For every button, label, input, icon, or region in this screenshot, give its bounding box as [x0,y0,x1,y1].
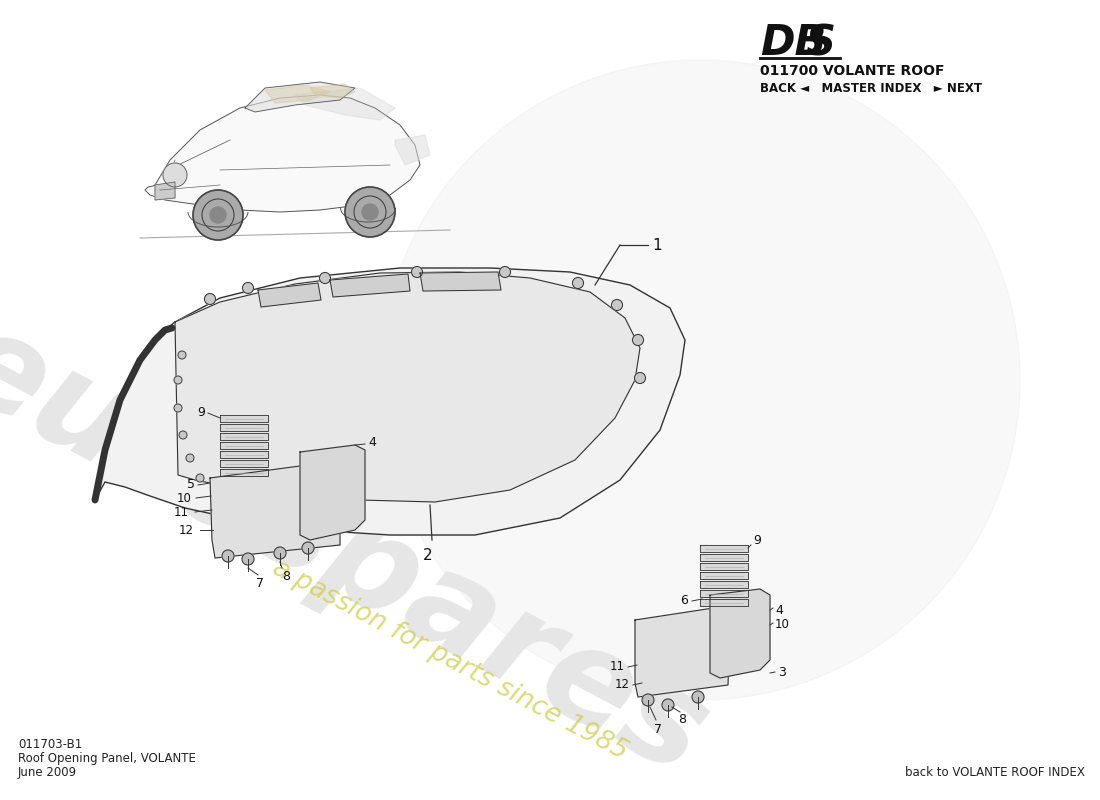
Circle shape [362,204,378,220]
Text: 12: 12 [179,523,194,537]
Circle shape [186,454,194,462]
Circle shape [499,266,510,278]
Circle shape [642,694,654,706]
Text: 3: 3 [778,666,785,679]
Text: BACK ◄   MASTER INDEX   ► NEXT: BACK ◄ MASTER INDEX ► NEXT [760,82,982,95]
Text: 1: 1 [652,238,661,253]
Text: 5: 5 [187,478,195,491]
Text: Roof Opening Panel, VOLANTE: Roof Opening Panel, VOLANTE [18,752,196,765]
Circle shape [379,60,1020,700]
Text: DB: DB [760,22,826,64]
Polygon shape [310,84,355,98]
Text: S: S [805,22,835,64]
Polygon shape [220,424,268,431]
Circle shape [692,691,704,703]
Polygon shape [700,590,748,597]
Polygon shape [700,572,748,579]
Text: 10: 10 [776,618,790,631]
Polygon shape [635,607,730,697]
Polygon shape [700,563,748,570]
Text: 4: 4 [368,437,376,450]
Circle shape [319,273,330,283]
Circle shape [662,699,674,711]
Text: 6: 6 [680,594,688,606]
Polygon shape [420,272,500,291]
Text: 011703-B1: 011703-B1 [18,738,82,751]
Circle shape [242,282,253,294]
Circle shape [242,553,254,565]
Polygon shape [295,88,395,120]
Text: 9: 9 [197,406,205,418]
Circle shape [572,278,583,289]
Polygon shape [700,554,748,561]
Text: 011700 VOLANTE ROOF: 011700 VOLANTE ROOF [760,64,945,78]
Text: 4: 4 [776,603,783,617]
Polygon shape [330,274,410,297]
Polygon shape [145,95,420,212]
Polygon shape [245,82,355,112]
Text: 12: 12 [615,678,630,691]
Text: 2: 2 [424,548,432,563]
Polygon shape [220,469,268,476]
Polygon shape [210,462,340,558]
Circle shape [411,266,422,278]
Circle shape [205,294,216,305]
Text: 11: 11 [610,661,625,674]
Circle shape [302,542,313,554]
Polygon shape [300,445,365,540]
Circle shape [222,550,234,562]
Circle shape [274,547,286,559]
Polygon shape [220,460,268,467]
Circle shape [178,351,186,359]
Polygon shape [258,283,321,307]
Polygon shape [700,581,748,588]
Polygon shape [220,433,268,440]
Polygon shape [395,135,430,165]
Polygon shape [220,451,268,458]
Circle shape [635,373,646,383]
Text: 7: 7 [256,577,264,590]
Circle shape [192,190,243,240]
Text: June 2009: June 2009 [18,766,77,779]
Circle shape [174,404,182,412]
Circle shape [196,474,204,482]
Polygon shape [220,415,268,422]
Circle shape [174,376,182,384]
Polygon shape [710,589,770,678]
Text: 8: 8 [678,713,686,726]
Polygon shape [700,599,748,606]
Circle shape [210,207,225,223]
Circle shape [179,431,187,439]
Polygon shape [95,268,685,535]
Circle shape [632,334,644,346]
Text: 10: 10 [177,491,192,505]
Circle shape [163,163,187,187]
Text: 7: 7 [654,723,662,736]
Polygon shape [265,85,330,103]
Text: back to VOLANTE ROOF INDEX: back to VOLANTE ROOF INDEX [905,766,1085,779]
Polygon shape [700,545,748,552]
Text: a passion for parts since 1985: a passion for parts since 1985 [268,555,632,765]
Text: 9: 9 [754,534,761,546]
Text: 8: 8 [282,570,290,583]
Polygon shape [220,442,268,449]
Polygon shape [175,272,640,502]
Circle shape [345,187,395,237]
Circle shape [612,299,623,310]
Polygon shape [155,182,175,200]
Text: 11: 11 [174,506,189,519]
Text: eurospares: eurospares [0,298,728,800]
